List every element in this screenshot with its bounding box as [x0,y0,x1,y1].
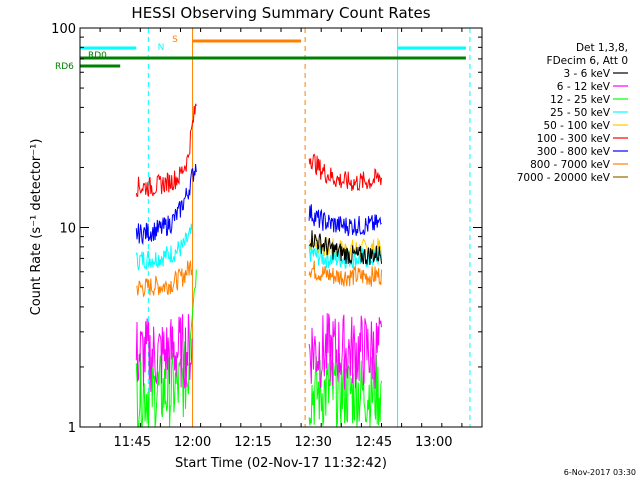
series-line-800-7000kev [308,260,382,287]
flag-label-n: N [158,43,165,53]
series-line-100-300kev [135,103,197,198]
series-line-300-800kev [135,163,197,246]
x-tick-label: 12:30 [294,435,331,450]
legend-label-800-7000kev: 800 - 7000 keV [530,159,611,171]
flag-label-s: S [172,35,178,45]
footer-date: 6-Nov-2017 03:30 [564,468,636,477]
series-line-6-12kev [135,314,193,392]
series-line-3-6kev [308,230,382,266]
series-line-6-12kev [308,313,382,390]
flag-label-rd0: RD0 [88,51,107,61]
x-tick-label: 11:45 [114,435,151,450]
legend-label-300-800kev: 300 - 800 keV [537,146,611,158]
y-tick-label: 10 [59,222,76,237]
series-line-800-7000kev [136,259,193,298]
y-axis-label: Count Rate (s⁻¹ detector⁻¹) [29,139,44,316]
legend-header: FDecim 6, Att 0 [547,55,628,67]
y-tick-label: 100 [51,22,76,37]
series-line-12-25kev [308,353,382,428]
chart-title: HESSI Observing Summary Count Rates [131,4,430,22]
legend-label-6-12kev: 6 - 12 keV [557,81,611,93]
flag-bars: NS RD0 RD6 [55,35,466,72]
x-tick-label: 12:45 [355,435,392,450]
series-line-300-800kev [308,204,382,237]
x-tick-label: 12:15 [234,435,271,450]
x-axis-ticks: 11:45 12:00 12:15 12:30 12:45 13:00 [79,28,483,450]
series-lines [135,103,382,428]
legend-label-3-6kev: 3 - 6 keV [563,68,610,80]
legend-label-25-50kev: 25 - 50 keV [550,107,611,119]
legend-label-100-300kev: 100 - 300 keV [537,133,611,145]
legend-label-12-25kev: 12 - 25 keV [550,94,611,106]
y-tick-label: 1 [68,421,76,436]
y-axis-ticks: 1 10 100 [51,22,482,436]
x-tick-label: 13:00 [415,435,452,450]
series-line-25-50kev [135,223,193,271]
legend-label-7000-20000kev: 7000 - 20000 keV [517,172,611,184]
x-tick-label: 12:00 [174,435,211,450]
legend-header: Det 1,3,8, [576,42,628,54]
legend-label-50-100kev: 50 - 100 keV [543,120,610,132]
flag-label-rd6: RD6 [55,62,74,72]
x-axis-label: Start Time (02-Nov-17 11:32:42) [175,456,387,471]
series-line-100-300kev [308,153,382,192]
